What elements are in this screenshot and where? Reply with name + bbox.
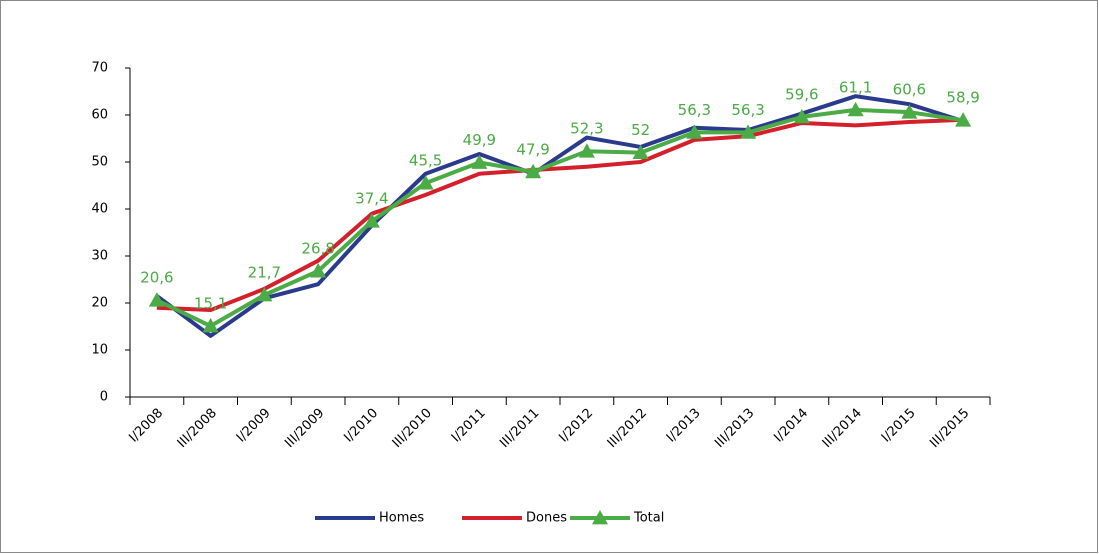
data-label: 58,9 bbox=[946, 89, 979, 107]
data-label: 20,6 bbox=[140, 269, 173, 287]
y-tick-label: 10 bbox=[91, 343, 108, 358]
y-tick-label: 20 bbox=[91, 296, 108, 311]
point-marker bbox=[632, 144, 649, 159]
point-marker bbox=[955, 112, 972, 127]
data-label: 26,8 bbox=[301, 240, 334, 258]
series-line bbox=[156, 107, 964, 329]
point-marker bbox=[901, 104, 918, 119]
data-label: 49,9 bbox=[463, 131, 496, 149]
point-marker bbox=[847, 101, 864, 117]
data-label: 61,1 bbox=[839, 78, 872, 96]
point-marker bbox=[686, 124, 703, 139]
point-marker bbox=[202, 318, 219, 333]
series-line bbox=[156, 117, 964, 313]
point-marker bbox=[148, 292, 165, 307]
y-tick-label: 60 bbox=[91, 108, 108, 123]
data-label: 56,3 bbox=[678, 101, 711, 119]
y-tick-label: 30 bbox=[91, 249, 108, 264]
y-tick-label: 70 bbox=[91, 61, 108, 76]
data-label: 52 bbox=[631, 121, 650, 139]
data-label: 21,7 bbox=[248, 264, 281, 282]
data-label: 47,9 bbox=[516, 140, 549, 158]
data-label: 56,3 bbox=[731, 101, 764, 119]
point-marker bbox=[471, 154, 488, 169]
data-label: 60,6 bbox=[893, 81, 926, 99]
data-label: 15,1 bbox=[194, 295, 227, 313]
legend-marker bbox=[592, 510, 608, 525]
point-marker bbox=[740, 124, 757, 139]
y-tick-label: 40 bbox=[91, 202, 108, 217]
y-tick-label: 0 bbox=[100, 390, 108, 405]
point-marker bbox=[417, 175, 434, 190]
point-marker bbox=[310, 263, 327, 278]
legend-label: Dones bbox=[526, 511, 567, 526]
point-marker bbox=[793, 108, 810, 124]
data-label: 37,4 bbox=[355, 190, 388, 208]
y-tick-label: 50 bbox=[91, 155, 108, 170]
data-label: 59,6 bbox=[785, 85, 818, 103]
legend-label: Total bbox=[633, 511, 664, 526]
series-line bbox=[155, 94, 964, 338]
point-marker bbox=[256, 287, 273, 302]
data-label: 52,3 bbox=[570, 120, 603, 138]
point-marker bbox=[363, 213, 380, 228]
data-label: 45,5 bbox=[409, 152, 442, 170]
point-marker bbox=[525, 163, 542, 179]
legend-label: Homes bbox=[379, 511, 424, 526]
point-marker bbox=[578, 143, 595, 158]
